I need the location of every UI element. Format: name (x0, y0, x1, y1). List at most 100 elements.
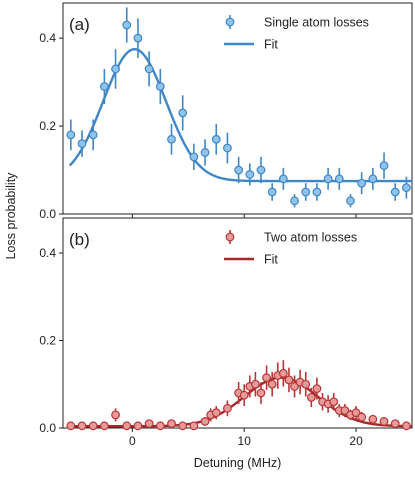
marker (144, 419, 154, 429)
marker (88, 421, 98, 431)
plot-frame (62, 2, 413, 215)
x-axis-title: Detuning (MHz) (194, 456, 282, 470)
data-point (262, 365, 271, 390)
data-point (340, 403, 350, 418)
marker (301, 187, 311, 197)
data-point (99, 421, 109, 431)
marker (278, 368, 288, 378)
legend-label-fit: Fit (264, 253, 278, 267)
marker (133, 33, 143, 43)
data-point (88, 421, 98, 431)
data-point (111, 408, 120, 422)
marker (323, 174, 333, 184)
marker (312, 384, 322, 394)
marker (155, 82, 165, 91)
marker (368, 414, 378, 424)
data-point (122, 7, 132, 43)
marker (284, 375, 294, 385)
marker (379, 161, 389, 171)
marker (250, 379, 260, 389)
marker (167, 419, 176, 429)
panel-a: 0.0 0.2 0.4 (a) Single atom losses Fit (39, 2, 413, 221)
marker (278, 174, 288, 184)
marker (402, 421, 411, 431)
data-point (390, 183, 400, 201)
data-point (402, 176, 411, 199)
legend-label-fit: Fit (264, 38, 278, 52)
marker (290, 382, 299, 391)
marker (77, 139, 87, 149)
x-tick-label: 10 (238, 434, 252, 448)
data-point (111, 49, 120, 89)
marker (234, 165, 244, 175)
data-point (88, 119, 98, 151)
data-point (133, 421, 143, 431)
marker (368, 174, 378, 184)
legend: Two atom losses Fit (224, 230, 357, 267)
data-point (278, 360, 288, 387)
marker (346, 196, 355, 206)
marker (167, 134, 176, 144)
marker (111, 410, 120, 420)
y-tick-label: 0.2 (39, 334, 56, 348)
marker (189, 421, 199, 431)
data-point (77, 130, 87, 157)
legend: Single atom losses Fit (224, 15, 369, 52)
panel-b: 0.0 0.2 0.4 0 10 20 (b) Two atom losses Fit (39, 217, 413, 448)
marker (88, 130, 98, 140)
data-point (312, 183, 322, 201)
marker (267, 187, 277, 197)
data-point (290, 194, 299, 208)
marker (133, 421, 143, 431)
marker (357, 412, 367, 422)
data-point (267, 183, 277, 201)
data-point (189, 421, 199, 431)
marker (200, 417, 210, 426)
data-point (155, 421, 165, 431)
data-point (144, 419, 154, 429)
data-point (301, 372, 311, 397)
marker (66, 130, 76, 140)
data-point (234, 156, 244, 184)
marker (340, 406, 350, 415)
marker (357, 178, 367, 188)
y-tick-label: 0.4 (39, 246, 56, 260)
data-point (250, 372, 260, 397)
marker (178, 108, 188, 118)
marker (77, 421, 87, 431)
data-point (122, 421, 132, 431)
data-point (306, 387, 316, 407)
data-point (312, 377, 322, 400)
data-point (200, 417, 210, 426)
data-point (133, 18, 143, 58)
marker (290, 196, 299, 206)
y-tick-label: 0.2 (39, 119, 56, 133)
data-point (357, 172, 367, 195)
data-point (301, 183, 311, 201)
marker (223, 403, 232, 413)
data-point (211, 123, 221, 155)
panel-label: (b) (69, 230, 90, 249)
marker (111, 64, 120, 74)
marker (306, 392, 316, 402)
data-point (239, 384, 249, 407)
y-axis-title: Loss probability (4, 172, 18, 260)
marker (144, 64, 154, 74)
data-point (200, 139, 210, 166)
data-point (379, 152, 389, 179)
data-point (245, 163, 255, 186)
data-point (66, 421, 76, 431)
marker (390, 187, 400, 197)
marker (334, 174, 344, 184)
marker (329, 397, 339, 407)
panel-label: (a) (69, 15, 90, 34)
y-tick-label: 0.0 (39, 207, 56, 221)
marker (390, 419, 400, 429)
data-point (346, 194, 355, 208)
marker (211, 134, 221, 144)
fit-curve (68, 47, 412, 183)
data-point (368, 167, 378, 190)
data-point (290, 375, 299, 398)
